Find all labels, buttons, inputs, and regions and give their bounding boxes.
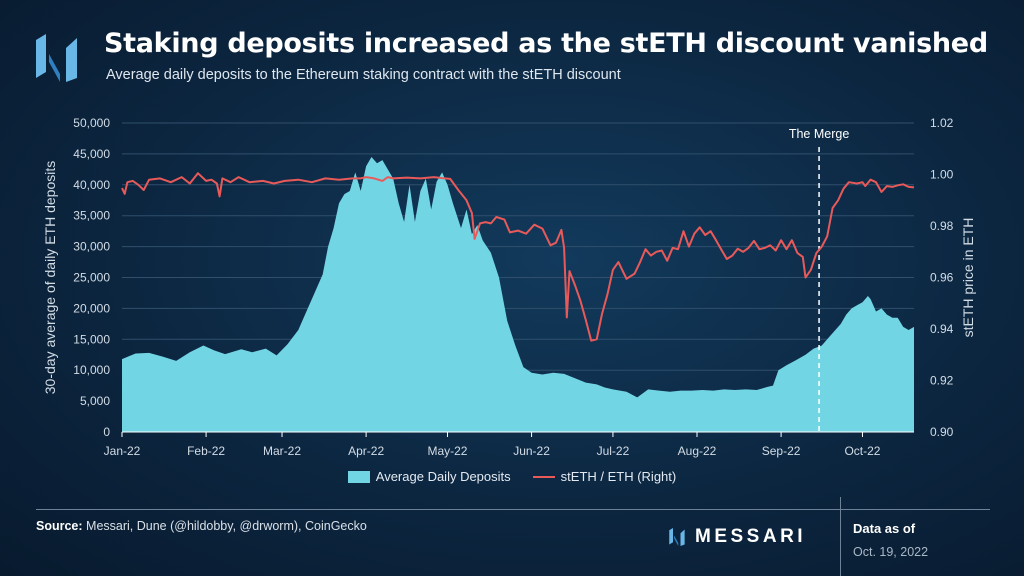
x-tick-label: Aug-22	[678, 444, 717, 458]
brand-logo: MESSARI	[669, 526, 806, 548]
source-text: Messari, Dune (@hildobby, @drworm), Coin…	[86, 519, 367, 533]
legend-swatch-deposits	[347, 470, 370, 483]
y2-tick-label: 0.96	[930, 271, 954, 285]
legend-label-deposits: Average Daily Deposits	[375, 469, 511, 484]
y-tick-label: 25,000	[73, 271, 110, 285]
source-note: Source: Messari, Dune (@hildobby, @drwor…	[36, 519, 367, 533]
y-tick-label: 15,000	[73, 332, 110, 346]
y2-tick-label: 0.98	[930, 219, 954, 233]
legend-item-steth: stETH / ETH (Right)	[532, 469, 677, 484]
data-as-of-label: Data as of	[853, 521, 916, 536]
y-tick-label: 40,000	[73, 178, 110, 192]
x-tick-label: Jul-22	[597, 444, 630, 458]
y2-tick-label: 0.90	[930, 425, 954, 439]
footer-vertical-divider	[840, 497, 841, 576]
deposits-area	[122, 157, 914, 432]
x-tick-label: Sep-22	[762, 444, 801, 458]
data-as-of-date: Oct. 19, 2022	[853, 545, 929, 559]
x-tick-label: Mar-22	[263, 444, 301, 458]
y2-tick-label: 0.94	[930, 322, 954, 336]
chart-legend: Average Daily Deposits stETH / ETH (Righ…	[0, 469, 1024, 484]
y2-axis-label: stETH price in ETH	[960, 218, 976, 338]
legend-swatch-steth	[532, 475, 555, 478]
messari-small-logo-icon	[669, 528, 685, 546]
y-tick-label: 0	[103, 425, 110, 439]
chart-subtitle: Average daily deposits to the Ethereum s…	[106, 67, 621, 83]
x-tick-label: May-22	[427, 444, 467, 458]
y-tick-label: 50,000	[73, 116, 110, 130]
legend-item-deposits: Average Daily Deposits	[347, 469, 511, 484]
y-tick-label: 5,000	[80, 394, 110, 408]
legend-label-steth: stETH / ETH (Right)	[560, 469, 677, 484]
footer-divider	[36, 509, 990, 510]
y2-tick-label: 0.92	[930, 374, 954, 388]
y-tick-label: 30,000	[73, 240, 110, 254]
x-tick-label: Jun-22	[513, 444, 550, 458]
x-tick-label: Jan-22	[104, 444, 141, 458]
merge-annotation-label: The Merge	[789, 127, 849, 141]
y2-tick-label: 1.02	[930, 116, 954, 130]
y-tick-label: 20,000	[73, 301, 110, 315]
x-tick-label: Feb-22	[187, 444, 225, 458]
y-axis-label: 30-day average of daily ETH deposits	[42, 161, 58, 394]
steth-line	[121, 172, 915, 342]
y-tick-label: 45,000	[73, 147, 110, 161]
y-tick-label: 35,000	[73, 209, 110, 223]
y-tick-label: 10,000	[73, 363, 110, 377]
x-tick-label: Apr-22	[348, 444, 384, 458]
brand-name: MESSARI	[695, 526, 807, 547]
chart-title: Staking deposits increased as the stETH …	[104, 28, 988, 59]
y2-tick-label: 1.00	[930, 168, 954, 182]
x-tick-label: Oct-22	[844, 444, 880, 458]
messari-logo-icon	[36, 34, 77, 82]
source-label: Source:	[36, 519, 83, 533]
